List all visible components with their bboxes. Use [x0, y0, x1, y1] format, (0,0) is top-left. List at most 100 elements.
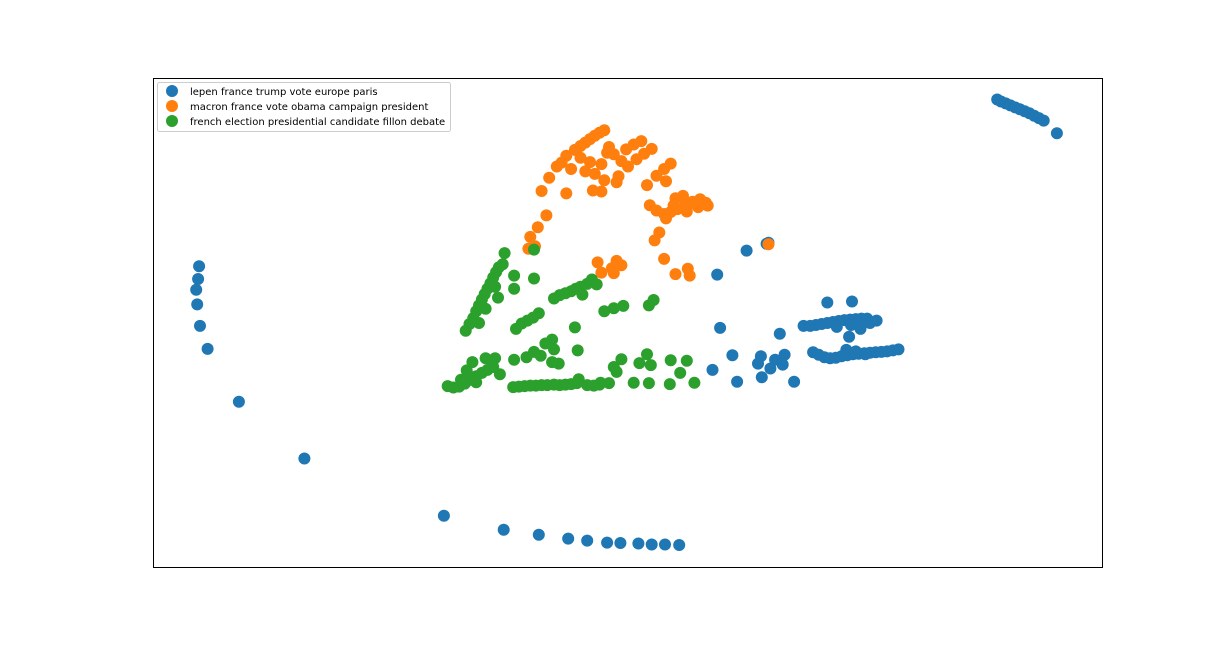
data-point: [615, 353, 628, 366]
data-point: [508, 269, 521, 282]
data-point: [546, 333, 559, 346]
series-0: [190, 93, 1063, 551]
legend-label-lepen: lepen france trump vote europe paris: [190, 87, 378, 98]
data-point: [788, 375, 801, 388]
data-point: [635, 135, 648, 148]
data-point: [645, 538, 658, 551]
data-point: [548, 343, 560, 356]
data-point: [560, 187, 573, 200]
data-point: [568, 321, 581, 334]
data-point: [194, 319, 206, 332]
legend-marker-lepen: [166, 85, 178, 97]
data-point: [603, 377, 615, 390]
data-point: [673, 539, 686, 551]
series-1: [522, 124, 775, 282]
data-point: [647, 294, 660, 306]
data-point: [663, 378, 676, 391]
data-point: [752, 357, 764, 370]
data-point: [531, 221, 544, 234]
data-point: [594, 376, 607, 389]
data-point: [658, 252, 671, 265]
data-point: [201, 342, 214, 355]
data-point: [830, 320, 843, 333]
legend: lepen france trump vote europe paris mac…: [157, 82, 451, 132]
data-point: [778, 348, 791, 361]
data-point: [660, 212, 672, 225]
data-point: [845, 319, 857, 331]
data-point: [714, 321, 727, 334]
data-point: [642, 377, 655, 390]
data-point: [667, 199, 680, 212]
data-point: [617, 299, 630, 312]
legend-label-macron: macron france vote obama campaign presid…: [190, 102, 428, 113]
data-point: [641, 348, 653, 361]
data-point: [680, 354, 693, 367]
data-point: [688, 376, 701, 389]
data-point: [764, 362, 777, 375]
legend-label-french-election: french election presidential candidate f…: [190, 117, 445, 128]
data-point: [615, 259, 628, 272]
data-point: [470, 376, 483, 389]
data-point: [660, 175, 672, 188]
data-point: [607, 267, 620, 280]
legend-marker-french-election: [166, 115, 178, 127]
data-point: [677, 189, 689, 202]
data-point: [508, 282, 521, 295]
data-point: [595, 185, 608, 198]
data-point: [711, 268, 724, 281]
data-point: [590, 278, 603, 291]
data-point: [528, 272, 540, 285]
data-point: [854, 322, 867, 335]
data-point: [627, 376, 640, 389]
data-point: [534, 349, 547, 362]
data-point: [492, 291, 504, 304]
data-point: [633, 357, 646, 370]
data-point: [846, 295, 858, 308]
data-point: [632, 537, 645, 550]
data-point: [565, 163, 578, 175]
legend-marker-macron: [166, 100, 178, 112]
points-layer: [190, 93, 1063, 551]
data-point: [773, 327, 786, 340]
data-point: [193, 260, 206, 273]
data-point: [572, 373, 585, 386]
data-point: [601, 536, 614, 549]
data-point: [192, 273, 205, 285]
data-point: [645, 142, 658, 155]
data-point: [614, 537, 627, 549]
data-point: [701, 199, 714, 212]
data-point: [591, 256, 604, 269]
data-point: [731, 375, 744, 388]
data-point: [598, 305, 611, 318]
data-point: [659, 538, 671, 551]
data-point: [479, 352, 492, 365]
data-point: [595, 158, 608, 171]
data-point: [552, 357, 565, 370]
data-point: [588, 167, 601, 180]
data-point: [840, 343, 853, 356]
data-point: [489, 280, 502, 293]
data-point: [479, 302, 492, 315]
data-point: [598, 124, 611, 137]
series-2: [441, 243, 701, 394]
data-point: [473, 317, 485, 329]
data-point: [298, 452, 311, 465]
data-point: [610, 365, 623, 378]
data-point: [674, 366, 687, 379]
data-point: [843, 330, 856, 343]
data-point: [595, 266, 608, 279]
data-point: [497, 523, 510, 536]
data-point: [641, 179, 653, 192]
data-point: [598, 174, 611, 187]
data-point: [683, 269, 696, 282]
data-point: [664, 157, 677, 170]
data-point: [191, 298, 204, 311]
data-point: [870, 314, 883, 327]
data-point: [571, 344, 584, 357]
data-point: [706, 363, 719, 376]
data-point: [455, 373, 467, 386]
data-point: [1050, 127, 1063, 140]
data-point: [821, 296, 834, 309]
data-point: [849, 345, 862, 358]
